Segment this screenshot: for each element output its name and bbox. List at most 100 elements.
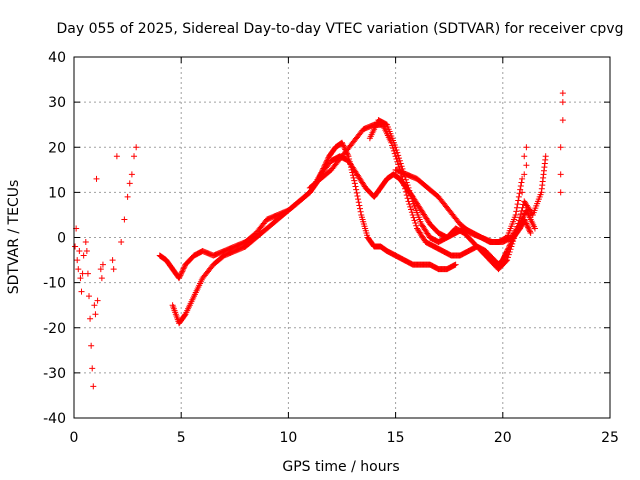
data-point: [527, 228, 534, 235]
data-point: [397, 160, 404, 167]
data-point: [109, 257, 116, 264]
data-point: [339, 141, 346, 148]
data-point: [72, 243, 79, 250]
data-point: [402, 188, 409, 195]
data-point: [324, 155, 331, 162]
data-point: [503, 257, 510, 264]
y-tick-label: 40: [48, 50, 66, 66]
data-point: [507, 246, 514, 253]
series-early-scatter-a: [72, 225, 87, 295]
data-point: [339, 139, 345, 146]
data-point: [403, 179, 410, 186]
data-point: [394, 158, 401, 165]
data-point: [176, 273, 183, 280]
data-point: [520, 212, 527, 219]
y-tick-label: -20: [43, 321, 66, 337]
x-tick-label: 15: [387, 430, 405, 446]
data-point: [78, 288, 85, 295]
data-point: [353, 186, 360, 193]
data-point: [74, 257, 81, 264]
data-point: [98, 275, 105, 282]
data-point: [88, 342, 95, 349]
data-point: [526, 227, 533, 234]
data-point: [523, 220, 530, 227]
data-point: [83, 248, 90, 255]
data-point: [519, 204, 526, 211]
data-point: [181, 264, 188, 271]
data-point: [517, 219, 524, 226]
series-late-columns: [519, 90, 566, 196]
data-point: [354, 192, 361, 199]
data-point: [515, 193, 522, 200]
data-point: [519, 215, 526, 222]
x-tick-label: 25: [601, 430, 619, 446]
data-point: [520, 214, 527, 221]
data-point: [352, 183, 359, 190]
data-point: [351, 180, 358, 187]
data-point: [527, 229, 534, 236]
y-tick-label: 10: [48, 185, 66, 201]
data-point: [77, 275, 84, 282]
data-point: [356, 202, 363, 209]
data-point: [512, 211, 519, 218]
data-point: [350, 174, 357, 181]
data-point: [395, 152, 402, 159]
data-point: [180, 265, 187, 272]
data-point: [404, 182, 411, 189]
data-point: [86, 293, 93, 300]
series-pass-5: [392, 166, 538, 246]
data-point: [559, 117, 566, 124]
data-point: [407, 190, 414, 197]
data-point: [87, 315, 94, 322]
data-point: [113, 153, 120, 160]
data-point: [412, 220, 419, 227]
data-point: [91, 302, 98, 309]
data-point: [557, 189, 564, 196]
data-point: [396, 155, 403, 162]
data-point: [177, 272, 184, 279]
grid: [74, 57, 610, 418]
data-point: [409, 211, 416, 218]
data-point: [396, 157, 403, 164]
data-point: [506, 248, 513, 255]
data-point: [518, 216, 525, 223]
data-point: [513, 208, 520, 215]
data-point: [516, 220, 523, 227]
data-point: [559, 90, 566, 97]
data-point: [390, 147, 397, 154]
data-point: [402, 176, 409, 183]
data-point: [516, 190, 523, 197]
data-point: [355, 196, 362, 203]
data-point: [504, 257, 511, 264]
data-point: [76, 248, 83, 255]
data-point: [393, 146, 400, 153]
data-point: [118, 239, 125, 246]
data-point: [351, 177, 358, 184]
data-point: [75, 266, 82, 273]
data-point: [523, 162, 530, 169]
data-point: [178, 269, 185, 276]
data-point: [402, 185, 409, 192]
tick-labels: 0 5 10 15 20 25 -40 -30 -20 -10 0 10 20 30 40: [43, 50, 619, 446]
data-point: [121, 216, 128, 223]
data-point: [179, 268, 186, 275]
data-point: [355, 199, 362, 206]
data-point: [99, 261, 106, 268]
data-point: [353, 189, 360, 196]
x-tick-label: 5: [177, 430, 186, 446]
data-point: [79, 270, 86, 277]
data-point: [508, 243, 515, 250]
x-tick-label: 10: [279, 430, 297, 446]
data-point: [97, 266, 104, 273]
data-point: [513, 204, 520, 211]
y-tick-label: 30: [48, 95, 66, 111]
data-point: [93, 175, 100, 182]
data-point: [557, 144, 564, 151]
x-axis-label: GPS time / hours: [282, 459, 399, 475]
y-tick-label: -10: [43, 276, 66, 292]
data-point: [390, 145, 397, 152]
data-point: [413, 222, 420, 229]
y-tick-label: 0: [57, 231, 66, 247]
data-point: [509, 240, 516, 247]
